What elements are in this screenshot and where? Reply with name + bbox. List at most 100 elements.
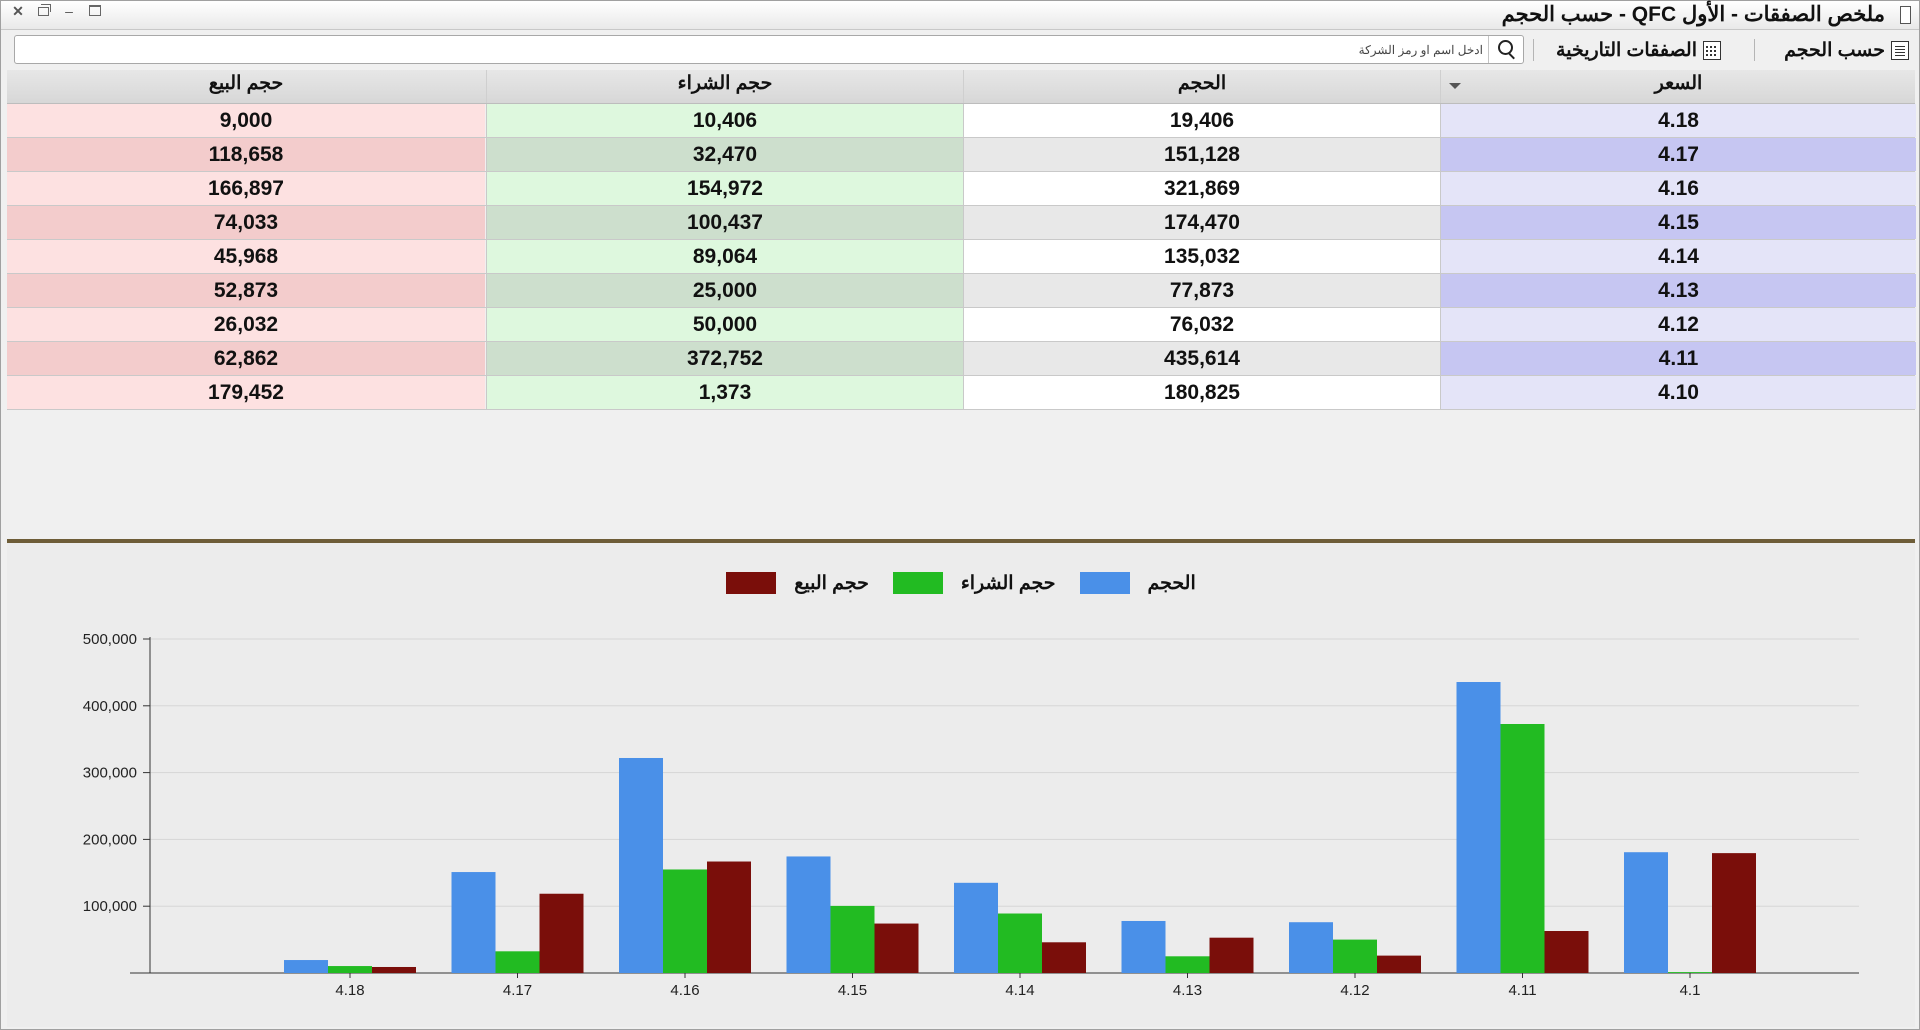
calendar-icon (1703, 40, 1721, 60)
x-tick-label: 4.14 (1005, 982, 1034, 999)
bar-buy (1668, 972, 1712, 973)
bar-volume (1456, 682, 1501, 973)
list-icon (1891, 40, 1909, 60)
toolbar: حسب الحجم الصفقات التاريخية (1, 31, 1919, 69)
buy-volume-cell: 50,000 (486, 308, 963, 341)
buy-volume-cell: 154,972 (486, 172, 963, 205)
bar-buy (998, 913, 1042, 973)
price-cell: 4.18 (1440, 104, 1916, 137)
bar-sell (539, 893, 584, 973)
buy-volume-cell: 89,064 (486, 240, 963, 273)
bar-volume (284, 960, 328, 973)
sort-desc-icon (1449, 83, 1461, 89)
table-row[interactable]: 26,032 50,000 76,032 4.12 (7, 308, 1916, 342)
bar-buy (1165, 956, 1210, 973)
table-row[interactable]: 62,862 372,752 435,614 4.11 (7, 342, 1916, 376)
bar-sell (1042, 942, 1086, 973)
historical-trades-label: الصفقات التاريخية (1556, 39, 1697, 61)
by-volume-label: حسب الحجم (1784, 39, 1885, 61)
company-search-box (14, 35, 1524, 64)
buy-volume-cell: 100,437 (486, 206, 963, 239)
column-header-volume[interactable]: الحجم (963, 70, 1440, 103)
y-tick-label: 200,000 (83, 831, 137, 848)
table-row[interactable]: 74,033 100,437 174,470 4.15 (7, 206, 1916, 240)
bar-volume (954, 882, 998, 973)
table-row[interactable]: 52,873 25,000 77,873 4.13 (7, 274, 1916, 308)
company-search-input[interactable] (43, 36, 1483, 63)
legend-swatch-volume (1079, 572, 1130, 594)
volume-cell: 180,825 (963, 376, 1440, 409)
bar-buy (1333, 939, 1377, 973)
chart-legend: الحجم حجم الشراء حجم البيع (7, 570, 1915, 596)
table-body: 9,000 10,406 19,406 4.18 118,658 32,470 151,12… (7, 104, 1916, 410)
sell-volume-cell: 45,968 (7, 240, 485, 273)
x-tick-label: 4.16 (670, 982, 699, 999)
sell-volume-cell: 118,658 (7, 138, 485, 171)
bar-buy (663, 869, 707, 973)
price-cell: 4.17 (1440, 138, 1916, 171)
bar-volume (1121, 920, 1166, 973)
legend-label-volume: الحجم (1147, 572, 1196, 594)
minimize-icon[interactable]: – (65, 3, 73, 19)
sell-volume-cell: 179,452 (7, 376, 485, 409)
volume-cell: 174,470 (963, 206, 1440, 239)
maximize-icon[interactable] (86, 3, 104, 19)
bar-sell (874, 923, 919, 973)
volume-cell: 151,128 (963, 138, 1440, 171)
x-tick-label: 4.15 (838, 982, 867, 999)
restore-icon[interactable] (34, 3, 52, 19)
x-tick-label: 4.11 (1508, 982, 1536, 999)
x-tick-label: 4.13 (1173, 982, 1202, 999)
price-cell: 4.11 (1440, 342, 1916, 375)
legend-swatch-sell (726, 572, 777, 594)
x-tick-label: 4.12 (1340, 982, 1369, 999)
column-header-buy-volume[interactable]: حجم الشراء (486, 70, 963, 103)
buy-volume-cell: 25,000 (486, 274, 963, 307)
column-header-sell-volume[interactable]: حجم البيع (208, 73, 284, 94)
bar-buy (495, 951, 540, 973)
window-title: ملخص الصفقات - الأول QFC - حسب الحجم (1501, 3, 1885, 26)
by-volume-button[interactable]: حسب الحجم (1784, 37, 1909, 63)
table-row[interactable]: 45,968 89,064 135,032 4.14 (7, 240, 1916, 274)
legend-swatch-buy (892, 572, 943, 594)
bar-volume (786, 856, 831, 973)
table-row[interactable]: 179,452 1,373 180,825 4.10 (7, 376, 1916, 410)
table-row[interactable]: 9,000 10,406 19,406 4.18 (7, 104, 1916, 138)
volume-cell: 321,869 (963, 172, 1440, 205)
buy-volume-cell: 372,752 (486, 342, 963, 375)
historical-trades-button[interactable]: الصفقات التاريخية (1556, 37, 1721, 63)
bar-sell (707, 861, 751, 973)
column-header-price[interactable]: السعر (1440, 70, 1916, 103)
volume-cell: 19,406 (963, 104, 1440, 137)
panel-splitter[interactable] (7, 539, 1915, 543)
buy-volume-cell: 32,470 (486, 138, 963, 171)
price-cell: 4.16 (1440, 172, 1916, 205)
window-app-icon (1900, 6, 1911, 24)
price-cell: 4.13 (1440, 274, 1916, 307)
x-tick-label: 4.18 (335, 982, 364, 999)
bar-chart-svg: 100,000 200,000 300,000 400,000 500,000 4.18 4… (83, 631, 1859, 999)
sell-volume-cell: 9,000 (7, 104, 485, 137)
volume-chart: الحجم حجم الشراء حجم البيع 100,000 200,00… (7, 543, 1915, 1027)
title-bar: ✕ – ملخص الصفقات - الأول QFC - حسب الحجم (1, 1, 1919, 30)
trades-table: حجم البيع حجم الشراء الحجم السعر 9,000 10… (7, 70, 1916, 410)
x-tick-label: 4.17 (503, 982, 532, 999)
x-tick-label: 4.1 (1680, 982, 1701, 999)
volume-cell: 435,614 (963, 342, 1440, 375)
bar-volume (619, 757, 663, 973)
close-icon[interactable]: ✕ (12, 3, 24, 19)
table-row[interactable]: 118,658 32,470 151,128 4.17 (7, 138, 1916, 172)
table-row[interactable]: 166,897 154,972 321,869 4.16 (7, 172, 1916, 206)
sell-volume-cell: 166,897 (7, 172, 485, 205)
legend-item-volume: الحجم (1079, 570, 1196, 596)
bar-buy (830, 905, 875, 973)
legend-label-buy: حجم الشراء (960, 572, 1056, 594)
bar-sell (1209, 937, 1254, 973)
legend-item-buy: حجم الشراء (892, 570, 1056, 596)
toolbar-separator (1754, 39, 1755, 61)
search-button[interactable] (1488, 36, 1523, 63)
y-tick-label: 400,000 (83, 698, 137, 715)
table-header: حجم البيع حجم الشراء الحجم السعر (7, 70, 1915, 104)
bar-sell (372, 966, 416, 973)
volume-cell: 135,032 (963, 240, 1440, 273)
